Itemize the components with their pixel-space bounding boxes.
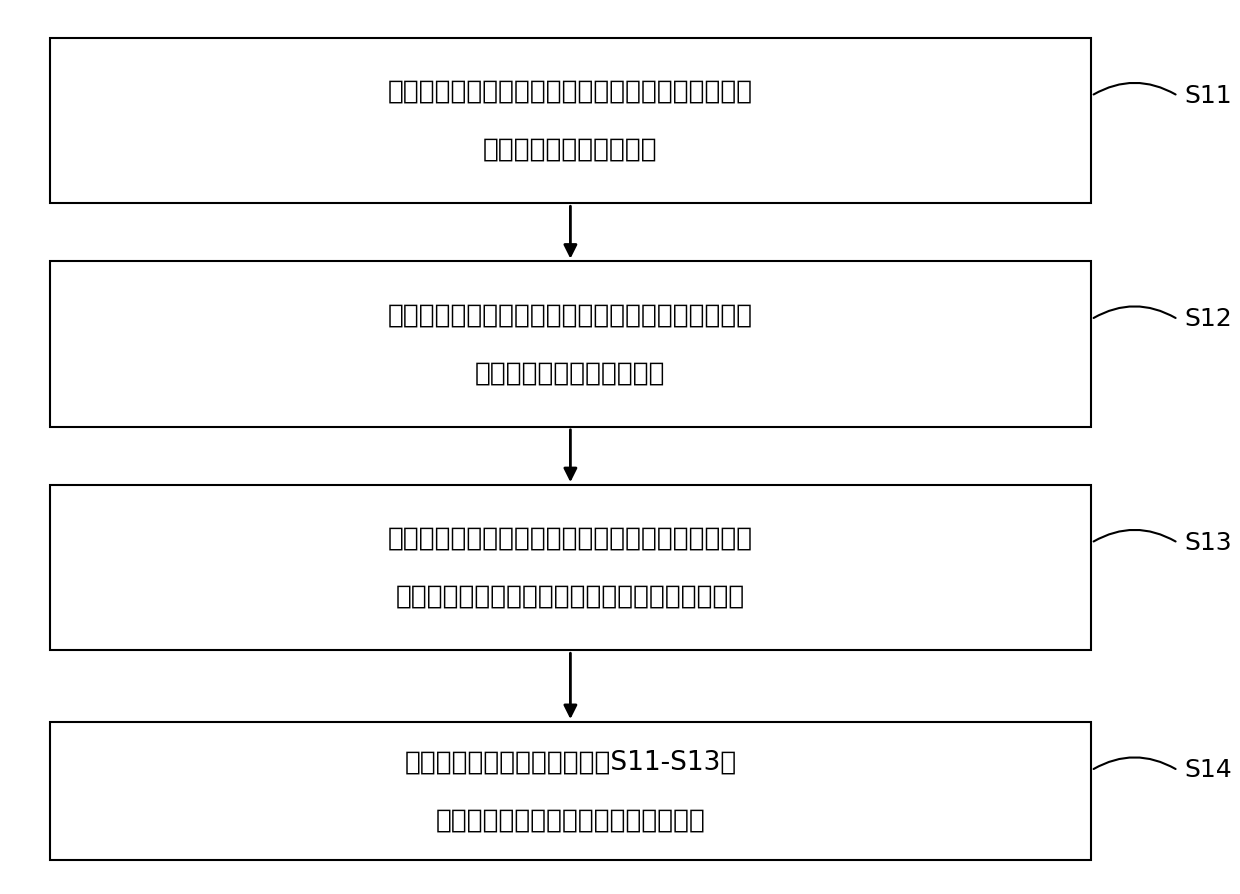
Text: S13: S13 bbox=[1184, 531, 1231, 555]
Bar bbox=[50, 261, 1091, 427]
Text: S11: S11 bbox=[1184, 84, 1231, 108]
Text: 通过探头控制手术刀片，沿预设走刀路径对所述待测: 通过探头控制手术刀片，沿预设走刀路径对所述待测 bbox=[388, 302, 753, 328]
Text: 通过所述测力仪获取并记录所述待测软组织的受力的: 通过所述测力仪获取并记录所述待测软组织的受力的 bbox=[388, 526, 753, 552]
Bar bbox=[50, 485, 1091, 651]
Text: 将待测软组织夹持并固定于固定夹板内，并将所述固: 将待测软组织夹持并固定于固定夹板内，并将所述固 bbox=[388, 79, 753, 105]
Text: S12: S12 bbox=[1184, 308, 1233, 332]
Text: 更新待测软组织，并重复步骤S11-S13，: 更新待测软组织，并重复步骤S11-S13， bbox=[404, 749, 737, 775]
Text: 获取颌面部不同软组织的生物力学参数: 获取颌面部不同软组织的生物力学参数 bbox=[435, 807, 706, 833]
Text: 定夹板与测力仪固定连接: 定夹板与测力仪固定连接 bbox=[484, 137, 657, 163]
Text: S14: S14 bbox=[1184, 758, 1233, 782]
Text: 大小及变化，从而得到穿刺力曲线以及切割力曲线: 大小及变化，从而得到穿刺力曲线以及切割力曲线 bbox=[396, 584, 745, 610]
Text: 软组织进行穿刺、切割操作: 软组织进行穿刺、切割操作 bbox=[475, 360, 666, 386]
Bar bbox=[50, 38, 1091, 204]
Bar bbox=[50, 722, 1091, 860]
